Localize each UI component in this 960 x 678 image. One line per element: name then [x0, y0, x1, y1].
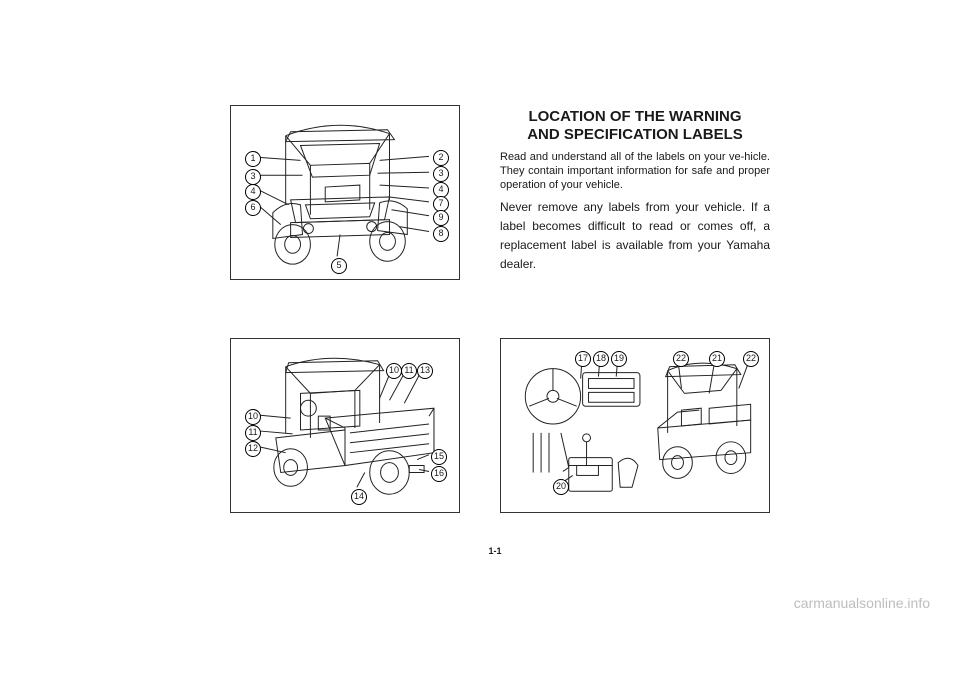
vehicle-front-svg — [231, 106, 459, 279]
callout-14: 14 — [351, 489, 367, 505]
callout-2: 2 — [433, 150, 449, 166]
callout-22: 22 — [673, 351, 689, 367]
callout-10: 10 — [386, 363, 402, 379]
callout-11: 11 — [401, 363, 417, 379]
callout-12: 12 — [245, 441, 261, 457]
figure-front-view: 13462347985 — [230, 105, 460, 280]
callout-20: 20 — [553, 479, 569, 495]
callout-16: 16 — [431, 466, 447, 482]
figure-dash-side: 171819 22 21 22 20 — [500, 338, 770, 513]
callout-9: 9 — [433, 210, 449, 226]
paragraph-1: Read and understand all of the labels on… — [500, 150, 770, 192]
callout-8: 8 — [433, 226, 449, 242]
manual-page: LOCATION OF THE WARNING AND SPECIFICATIO… — [0, 0, 960, 678]
callout-3: 3 — [433, 166, 449, 182]
callout-19: 19 — [611, 351, 627, 367]
callout-1: 1 — [245, 151, 261, 167]
callout-3: 3 — [245, 169, 261, 185]
page-number: 1-1 — [480, 546, 510, 556]
section-title: LOCATION OF THE WARNING AND SPECIFICATIO… — [505, 108, 765, 144]
callout-15: 15 — [431, 449, 447, 465]
callout-18: 18 — [593, 351, 609, 367]
callout-10: 10 — [245, 409, 261, 425]
callout-5: 5 — [331, 258, 347, 274]
dash-side-svg — [501, 339, 769, 512]
figure-rear-view: 101112101113151614 — [230, 338, 460, 513]
callout-22: 22 — [743, 351, 759, 367]
title-line1: LOCATION OF THE WARNING — [528, 108, 741, 125]
callout-11: 11 — [245, 425, 261, 441]
callout-21: 21 — [709, 351, 725, 367]
callout-13: 13 — [417, 363, 433, 379]
callout-6: 6 — [245, 200, 261, 216]
watermark: carmanualsonline.info — [690, 595, 930, 611]
paragraph-2: Never remove any labels from your vehicl… — [500, 198, 770, 274]
title-line2: AND SPECIFICATION LABELS — [527, 126, 743, 143]
callout-4: 4 — [245, 184, 261, 200]
callout-17: 17 — [575, 351, 591, 367]
